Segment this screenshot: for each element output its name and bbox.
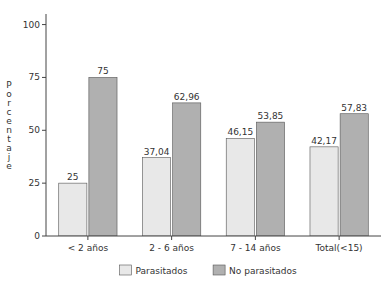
y-axis: 0 25 50 75 100: [23, 14, 46, 241]
legend-swatch: [120, 265, 132, 275]
x-tick-label: Total(<15): [315, 243, 363, 253]
bar: [340, 114, 368, 236]
x-axis: < 2 años 2 - 6 años 7 - 14 años Total(<15): [46, 236, 381, 253]
x-tick: [87, 236, 88, 240]
legend-label: Parasitados: [136, 266, 188, 276]
data-label: 42,17: [311, 136, 337, 146]
bar: [226, 138, 254, 236]
x-tick: [339, 236, 340, 240]
x-tick-label: 2 - 6 años: [149, 243, 194, 253]
y-tick-label: 25: [29, 178, 40, 188]
y-tick: [42, 130, 46, 131]
y-tick-label: 100: [23, 20, 40, 30]
bar: [310, 147, 338, 236]
bar: [59, 183, 87, 236]
y-tick: [42, 77, 46, 78]
y-axis-label: Porcentaje: [6, 80, 12, 171]
legend-label: No parasitados: [229, 266, 297, 276]
chart-svg: 25 37,04 46,15 42,17 75 62,96 53,85 57,83 0 25 50 7…: [0, 0, 391, 288]
data-label: 37,04: [144, 147, 170, 157]
y-tick: [42, 183, 46, 184]
data-label: 62,96: [174, 92, 200, 102]
y-tick-label: 50: [29, 125, 41, 135]
data-label: 53,85: [258, 111, 284, 121]
data-label: 75: [97, 66, 108, 76]
x-axis-line: [46, 236, 381, 237]
bar: [256, 122, 284, 236]
y-tick: [42, 236, 46, 237]
bar: [142, 158, 170, 236]
bars: [59, 77, 369, 236]
y-axis-label-letter: e: [6, 161, 12, 171]
y-axis-line: [46, 14, 47, 236]
x-tick: [171, 236, 172, 240]
bar: [89, 77, 117, 236]
data-label: 25: [67, 172, 78, 182]
y-tick-label: 0: [34, 231, 40, 241]
y-tick-label: 75: [29, 72, 40, 82]
data-labels: 25 37,04 46,15 42,17 75 62,96 53,85 57,83: [67, 66, 367, 182]
data-label: 46,15: [227, 127, 253, 137]
y-tick: [42, 24, 46, 25]
x-tick: [255, 236, 256, 240]
x-tick-label: < 2 años: [68, 243, 109, 253]
legend-swatch: [213, 265, 225, 275]
page: {"chart_data": {"type": "bar", "categori…: [0, 0, 391, 288]
chart-container: 25 37,04 46,15 42,17 75 62,96 53,85 57,83 0 25 50 7…: [0, 0, 391, 288]
bar: [173, 103, 201, 236]
legend: Parasitados No parasitados: [120, 265, 298, 276]
x-tick-label: 7 - 14 años: [230, 243, 281, 253]
data-label: 57,83: [341, 103, 367, 113]
